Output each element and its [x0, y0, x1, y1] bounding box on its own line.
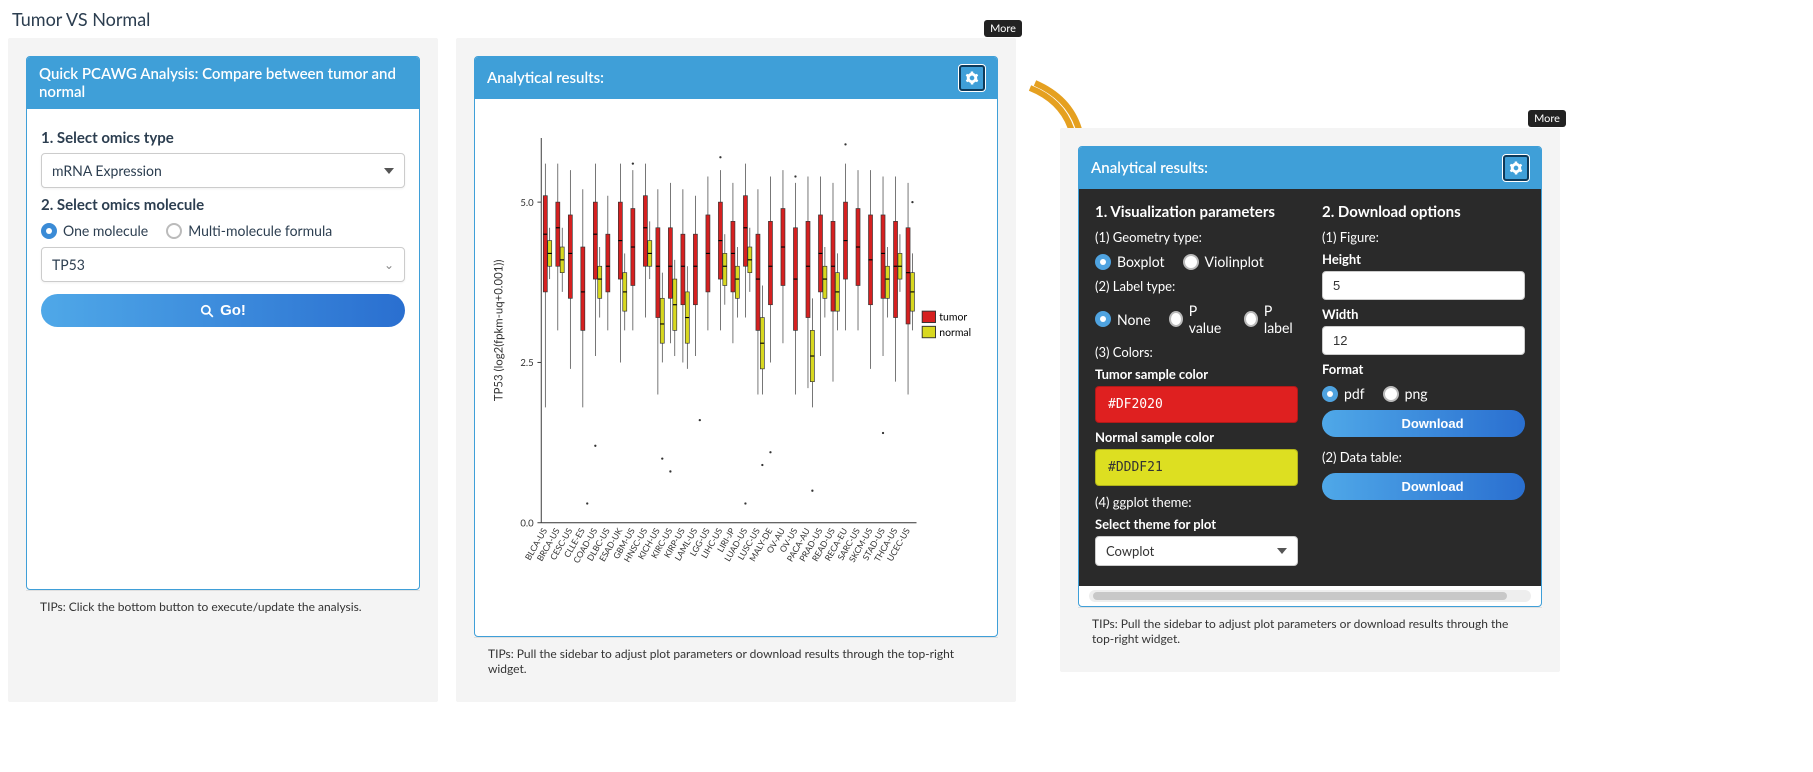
omics-type-select[interactable]: mRNA Expression	[41, 153, 405, 188]
radio-checked-icon	[1095, 254, 1111, 270]
radio-checked-icon	[1322, 386, 1338, 402]
geom-violin-label: Violinplot	[1205, 253, 1264, 270]
results-tips: TIPs: Pull the sidebar to adjust plot pa…	[474, 637, 998, 684]
svg-text:TP53 (log2(fpkm-uq+0.001)): TP53 (log2(fpkm-uq+0.001))	[492, 260, 505, 402]
settings-panel: Analytical results: 1. Visualization par…	[1078, 146, 1542, 607]
omics-type-value: mRNA Expression	[52, 162, 162, 179]
results-panel: Analytical results: 0.0 2.5 5.0 TP53 (log2(…	[474, 56, 998, 637]
radio-checked-icon	[41, 223, 57, 239]
settings-panel-wrap: More Analytical results: 1. Visualizatio…	[1060, 128, 1560, 672]
step1-label: 1. Select omics type	[41, 129, 405, 147]
molecule-value: TP53	[52, 256, 85, 273]
download-table-label: Download	[1401, 479, 1463, 494]
svg-text:0.0: 0.0	[520, 519, 534, 530]
page-title: Tumor VS Normal	[0, 0, 1813, 38]
format-pdf[interactable]: pdf	[1322, 385, 1365, 402]
figure-label: (1) Figure:	[1322, 229, 1525, 245]
download-icon	[1383, 418, 1395, 430]
left-tips: TIPs: Click the bottom button to execute…	[26, 590, 420, 622]
theme-select[interactable]: Cowplot	[1095, 536, 1298, 566]
svg-text:normal: normal	[939, 327, 971, 339]
radio-unchecked-icon	[1169, 311, 1183, 327]
download-table-button[interactable]: Download	[1322, 473, 1525, 500]
svg-text:2.5: 2.5	[520, 358, 533, 369]
results-panel-wrap: More Analytical results: 0.02.55.0TP53 (…	[456, 38, 1016, 702]
chevron-down-icon: ⌄	[384, 257, 394, 272]
radio-unchecked-icon	[166, 223, 182, 239]
format-png-label: png	[1405, 385, 1428, 402]
tumor-color-label: Tumor sample color	[1095, 366, 1298, 382]
labeltype-label: (2) Label type:	[1095, 278, 1298, 294]
labeltype-plabel-label: P label	[1264, 302, 1298, 336]
settings-tips: TIPs: Pull the sidebar to adjust plot pa…	[1078, 607, 1542, 654]
go-label: Go!	[220, 302, 246, 319]
download-figure-label: Download	[1401, 416, 1463, 431]
gear-icon	[965, 71, 979, 85]
tumor-color-input[interactable]: #DF2020	[1095, 386, 1298, 423]
more-tag-2: More	[1528, 110, 1566, 127]
viz-column: 1. Visualization parameters (1) Geometry…	[1095, 203, 1298, 566]
format-label: Format	[1322, 361, 1525, 377]
go-button[interactable]: Go!	[41, 294, 405, 327]
height-label: Height	[1322, 251, 1525, 267]
settings-gear-button-2[interactable]	[1503, 155, 1529, 181]
caret-down-icon	[1277, 548, 1287, 554]
settings-header: Analytical results:	[1091, 159, 1208, 177]
molecule-mode-one-label: One molecule	[63, 222, 148, 239]
download-heading: 2. Download options	[1322, 203, 1525, 221]
labeltype-none[interactable]: None	[1095, 311, 1151, 328]
geom-boxplot-label: Boxplot	[1117, 253, 1165, 270]
caret-down-icon	[384, 168, 394, 174]
radio-unchecked-icon	[1244, 311, 1258, 327]
download-icon	[1383, 481, 1395, 493]
geom-boxplot[interactable]: Boxplot	[1095, 253, 1165, 270]
width-label: Width	[1322, 306, 1525, 322]
radio-unchecked-icon	[1383, 386, 1399, 402]
normal-color-input[interactable]: #DDDF21	[1095, 449, 1298, 486]
format-png[interactable]: png	[1383, 385, 1428, 402]
geom-label: (1) Geometry type:	[1095, 229, 1298, 245]
width-input[interactable]	[1322, 326, 1525, 355]
viz-heading: 1. Visualization parameters	[1095, 203, 1298, 221]
format-pdf-label: pdf	[1344, 385, 1365, 402]
normal-color-label: Normal sample color	[1095, 429, 1298, 445]
molecule-mode-multi[interactable]: Multi-molecule formula	[166, 222, 332, 239]
labeltype-pvalue[interactable]: P value	[1169, 302, 1226, 336]
settings-gear-button[interactable]	[959, 65, 985, 91]
labeltype-pvalue-label: P value	[1189, 302, 1226, 336]
radio-unchecked-icon	[1183, 254, 1199, 270]
svg-text:tumor: tumor	[939, 312, 967, 324]
molecule-mode-one[interactable]: One molecule	[41, 222, 148, 239]
datatable-label: (2) Data table:	[1322, 449, 1525, 465]
theme-label: (4) ggplot theme:	[1095, 494, 1298, 510]
download-column: 2. Download options (1) Figure: Height W…	[1322, 203, 1525, 566]
geom-violin[interactable]: Violinplot	[1183, 253, 1264, 270]
query-panel-header: Quick PCAWG Analysis: Compare between tu…	[27, 57, 419, 109]
gear-icon	[1509, 161, 1523, 175]
theme-value: Cowplot	[1106, 543, 1154, 559]
molecule-mode-multi-label: Multi-molecule formula	[188, 222, 332, 239]
query-panel: Quick PCAWG Analysis: Compare between tu…	[26, 56, 420, 590]
search-icon	[200, 304, 214, 318]
colors-label: (3) Colors:	[1095, 344, 1298, 360]
more-tag: More	[984, 20, 1022, 37]
step2-label: 2. Select omics molecule	[41, 196, 405, 214]
results-header: Analytical results:	[487, 69, 604, 87]
radio-checked-icon	[1095, 311, 1111, 327]
boxplot-chart: 0.02.55.0TP53 (log2(fpkm-uq+0.001))BLCA-…	[489, 111, 983, 621]
horizontal-scrollbar[interactable]	[1089, 590, 1531, 602]
height-input[interactable]	[1322, 271, 1525, 300]
labeltype-plabel[interactable]: P label	[1244, 302, 1298, 336]
svg-text:5.0: 5.0	[520, 198, 534, 209]
download-figure-button[interactable]: Download	[1322, 410, 1525, 437]
molecule-select[interactable]: TP53 ⌄	[41, 247, 405, 282]
labeltype-none-label: None	[1117, 311, 1151, 328]
theme-select-label: Select theme for plot	[1095, 516, 1298, 532]
left-panel-wrap: Quick PCAWG Analysis: Compare between tu…	[8, 38, 438, 702]
